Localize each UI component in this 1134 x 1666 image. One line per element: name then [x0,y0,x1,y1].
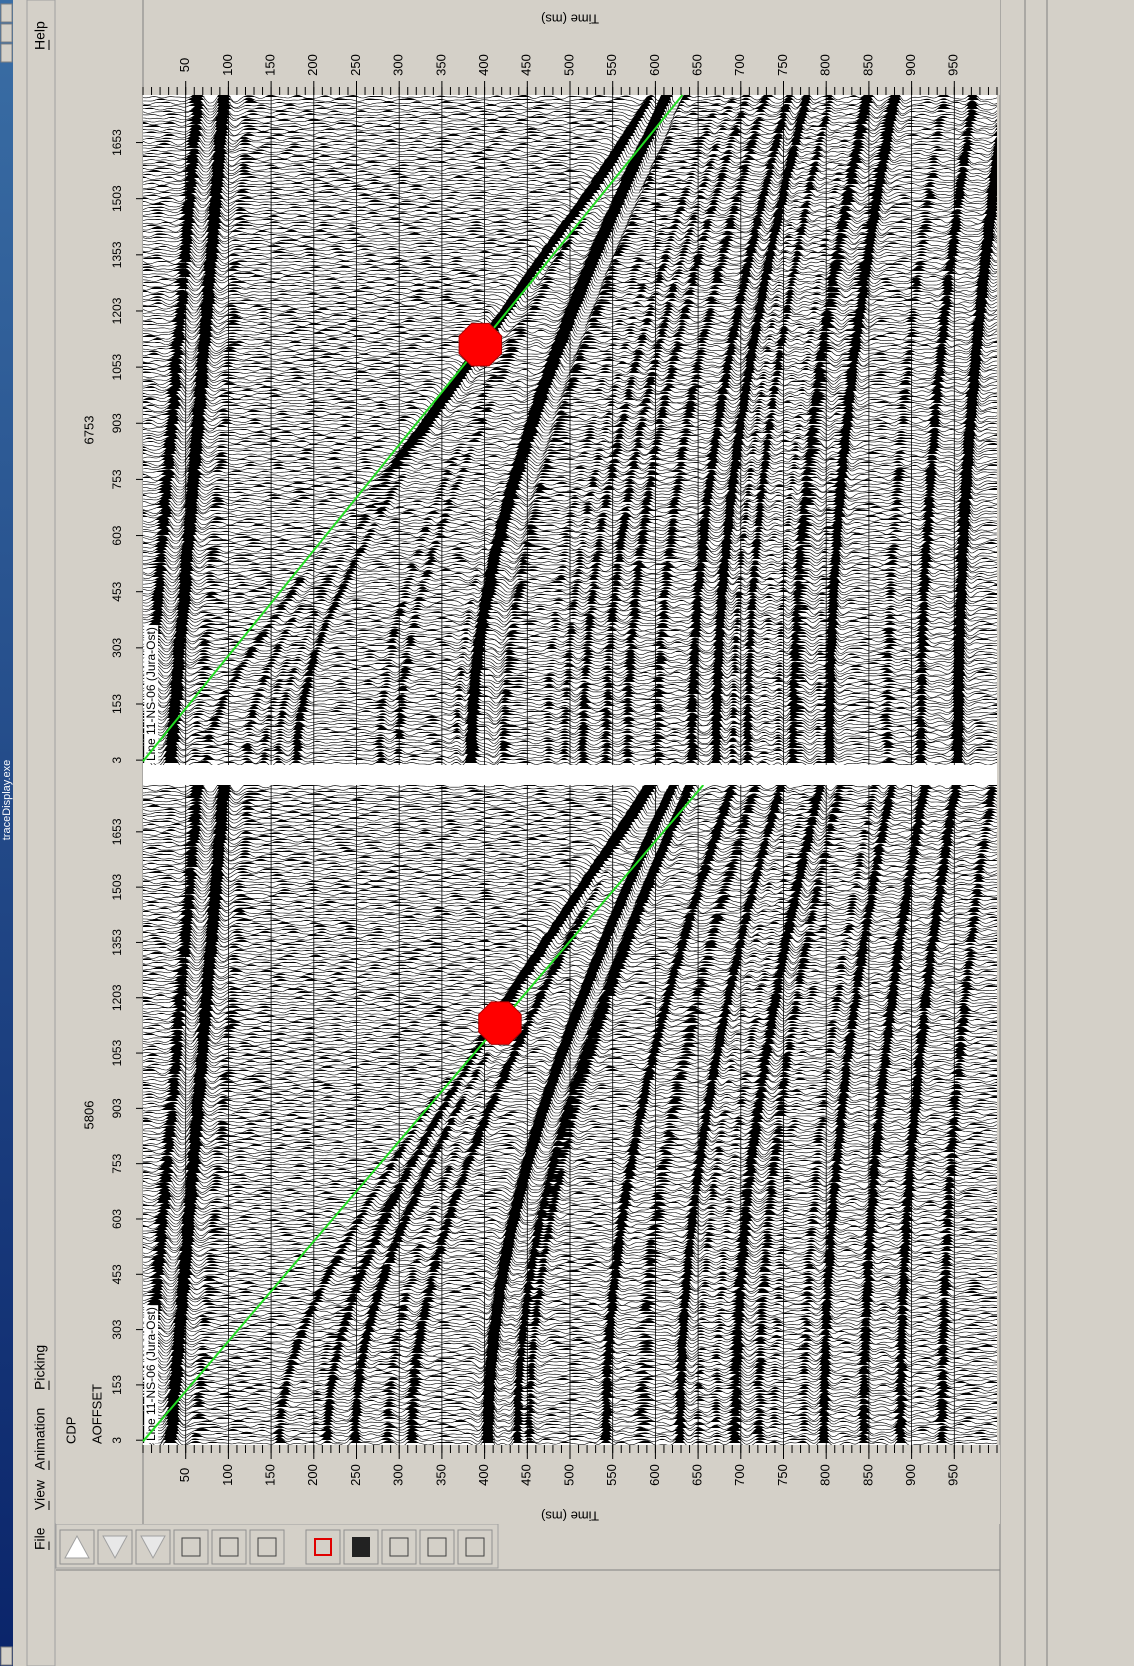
offset-tick-label: 603 [110,525,124,545]
time-tick-label: 950 [946,1464,961,1486]
time-tick-label: 550 [604,54,619,76]
offset-tick-label: 753 [110,1153,124,1173]
time-axis-title: Time (ms) [541,1509,599,1524]
time-tick-label: 650 [690,54,705,76]
toolbar-button[interactable] [212,1530,246,1564]
offset-header-label: AOFFSET [89,1384,104,1444]
time-tick-label: 900 [903,54,918,76]
time-tick-label: 950 [946,54,961,76]
offset-tick-label: 1503 [110,185,124,212]
menu-item[interactable]: File [32,1527,48,1550]
time-tick-label: 200 [305,1464,320,1486]
minimize-button[interactable] [1,44,12,62]
offset-tick-label: 1353 [110,929,124,956]
time-tick-label: 250 [348,1464,363,1486]
toolbar-button[interactable] [306,1530,340,1564]
close-button[interactable] [1,4,12,22]
toolbar-icon [352,1537,370,1557]
time-tick-label: 150 [263,1464,278,1486]
offset-tick-label: 1653 [110,129,124,156]
time-tick-label: 550 [604,1464,619,1486]
offset-tick-label: 1203 [110,297,124,324]
toolbar-button[interactable] [382,1530,416,1564]
time-tick-label: 900 [903,1464,918,1486]
offset-tick-label: 1053 [110,1039,124,1066]
time-tick-label: 700 [732,54,747,76]
time-tick-label: 400 [476,1464,491,1486]
time-tick-label: 50 [177,1468,192,1482]
axis-area [56,0,1000,95]
time-tick-label: 400 [476,54,491,76]
menu-item[interactable]: View [32,1479,48,1510]
time-tick-label: 800 [818,54,833,76]
offset-tick-label: 153 [110,694,124,714]
line-label: Line 11-NS-06 (Jura-Ost) [144,627,158,761]
time-tick-label: 650 [690,1464,705,1486]
time-tick-label: 250 [348,54,363,76]
pick-marker[interactable] [479,1002,522,1045]
time-tick-label: 350 [433,54,448,76]
time-tick-label: 450 [519,54,534,76]
time-tick-label: 700 [732,1464,747,1486]
time-axis-title: Time (ms) [541,12,599,27]
toolbar-button[interactable] [458,1530,492,1564]
panel-gap [143,765,997,785]
offset-tick-label: 1203 [110,984,124,1011]
time-tick-label: 850 [860,54,875,76]
app-window: traceDisplay.exe File View Animation Pickin… [0,0,1134,1666]
offset-tick-label: 3 [110,756,124,763]
time-tick-label: 200 [305,54,320,76]
offset-tick-label: 603 [110,1209,124,1229]
offset-tick-label: 753 [110,469,124,489]
toolbar-buttons [60,1530,492,1564]
offset-tick-label: 903 [110,413,124,433]
time-tick-label: 100 [220,1464,235,1486]
window-menu-button[interactable] [1,1647,12,1665]
time-tick-label: 800 [818,1464,833,1486]
time-tick-label: 750 [775,54,790,76]
time-tick-label: 600 [647,1464,662,1486]
time-tick-label: 100 [220,54,235,76]
time-tick-label: 450 [519,1464,534,1486]
time-tick-label: 300 [391,1464,406,1486]
cdp-header-label: CDP [63,1417,78,1444]
time-tick-label: 850 [860,1464,875,1486]
menu-item[interactable]: Picking [32,1345,48,1390]
offset-tick-label: 453 [110,581,124,601]
time-tick-label: 600 [647,54,662,76]
toolbar-button[interactable] [174,1530,208,1564]
offset-tick-label: 1653 [110,818,124,845]
window-canvas: traceDisplay.exe File View Animation Pickin… [0,0,1134,1666]
time-tick-label: 300 [391,54,406,76]
window-title: traceDisplay.exe [1,760,13,841]
offset-tick-label: 903 [110,1098,124,1118]
time-tick-label: 350 [433,1464,448,1486]
offset-tick-label: 303 [110,1319,124,1339]
pick-marker[interactable] [459,323,502,366]
page: { "window": {"title": "traceDisplay.exe"… [0,0,1134,1666]
offset-tick-label: 3 [110,1437,124,1444]
offset-tick-label: 303 [110,638,124,658]
time-tick-label: 50 [177,58,192,72]
offset-tick-label: 1503 [110,873,124,900]
menu-item[interactable]: Help [32,21,48,50]
time-tick-label: 750 [775,1464,790,1486]
maximize-button[interactable] [1,24,12,42]
line-label: Line 11-NS-06 (Jura-Ost) [144,1307,158,1441]
offset-tick-label: 1353 [110,241,124,268]
toolbar-button[interactable] [250,1530,284,1564]
menu-item[interactable]: Animation [32,1408,48,1470]
time-tick-label: 150 [263,54,278,76]
time-tick-label: 500 [561,1464,576,1486]
offset-tick-label: 453 [110,1264,124,1284]
time-tick-label: 500 [561,54,576,76]
cdp-value: 5806 [81,1101,96,1130]
offset-tick-label: 1053 [110,353,124,380]
toolbar-button[interactable] [420,1530,454,1564]
cdp-value: 6753 [81,416,96,445]
offset-tick-label: 153 [110,1375,124,1395]
